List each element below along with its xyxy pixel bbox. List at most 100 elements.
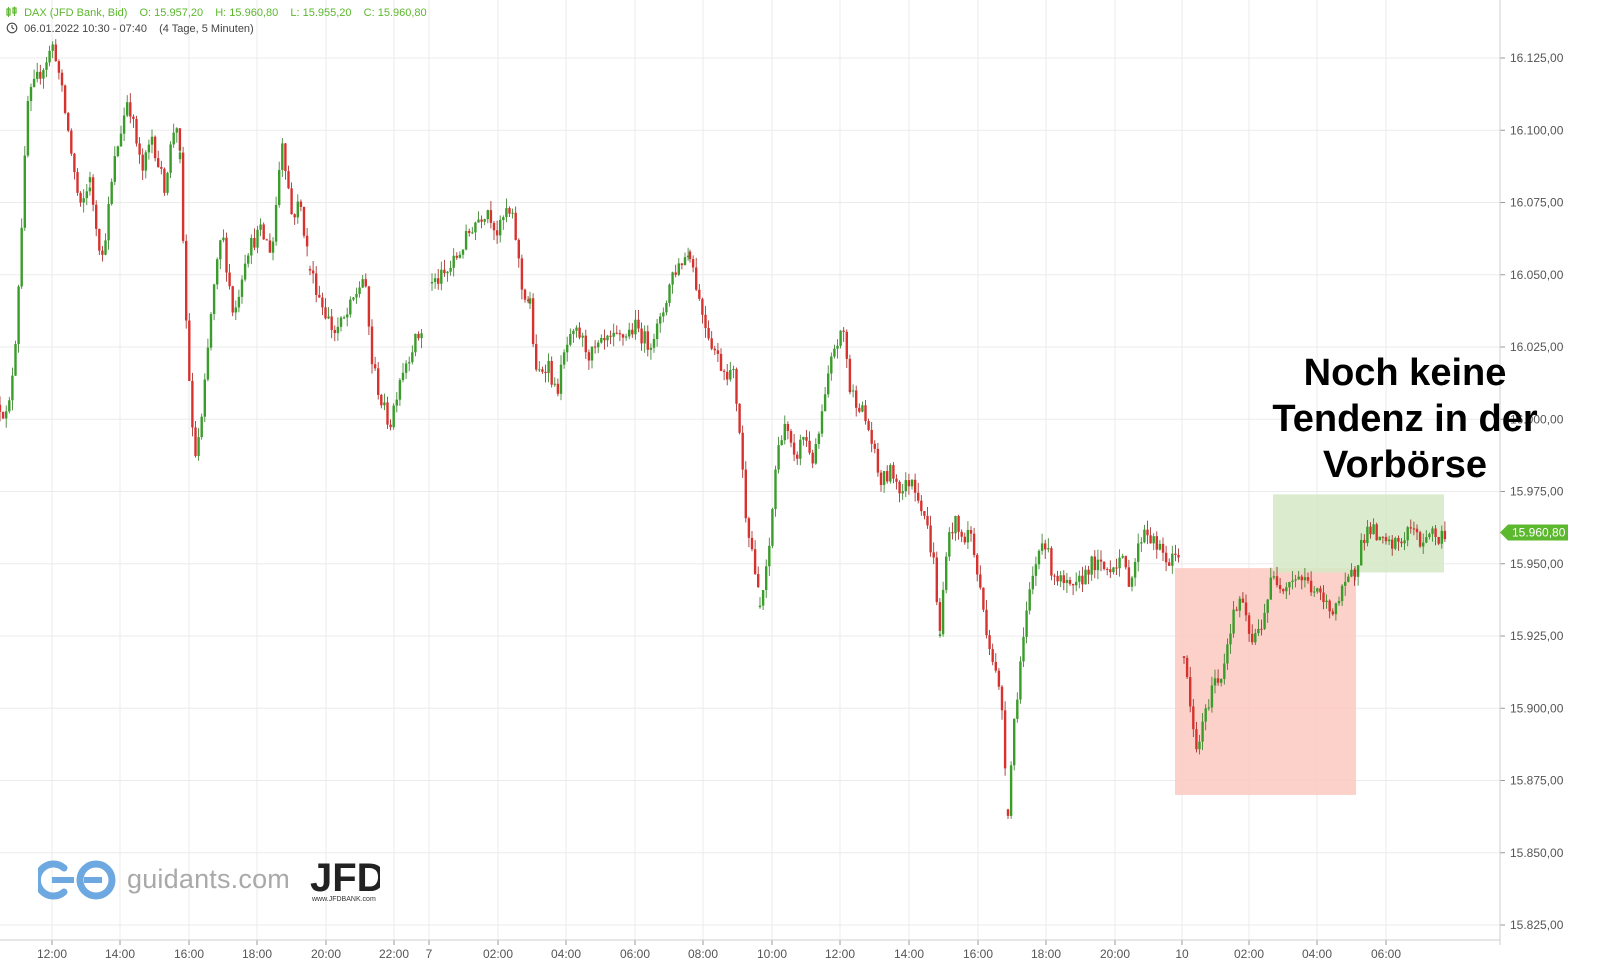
candle <box>926 506 929 529</box>
candle <box>157 150 160 168</box>
candle-body <box>1078 575 1081 582</box>
candle <box>1161 537 1165 562</box>
y-tick-label: 16.075,00 <box>1510 196 1564 210</box>
candle <box>1047 538 1050 553</box>
candle-body <box>569 334 572 345</box>
candle-body <box>597 342 600 348</box>
candle-body <box>489 210 493 223</box>
candle <box>1009 761 1013 819</box>
candle-body <box>768 545 771 567</box>
candle <box>169 141 172 179</box>
candle-body <box>1195 729 1198 750</box>
candle-body <box>544 371 547 374</box>
candle-body <box>200 416 203 438</box>
candle-body <box>79 192 82 203</box>
candle <box>609 330 612 345</box>
candle <box>293 213 296 225</box>
candle-body <box>646 331 649 350</box>
candle <box>1146 520 1149 545</box>
candle-body <box>584 335 587 353</box>
candle-body <box>966 530 970 543</box>
candle-body <box>278 169 281 205</box>
candle-body <box>36 71 39 79</box>
candle-body <box>805 437 808 441</box>
candle-body <box>799 439 802 459</box>
candle-body <box>216 259 219 285</box>
candle <box>259 218 262 237</box>
candle-body <box>346 314 349 318</box>
candle-body <box>1378 536 1381 541</box>
candle <box>60 69 64 92</box>
candle <box>101 245 104 262</box>
candle-body <box>45 62 48 70</box>
candle <box>817 431 821 449</box>
candle-body <box>1437 536 1440 544</box>
candle <box>701 297 704 324</box>
candle-body <box>1409 527 1412 529</box>
candle <box>882 471 886 493</box>
candle-body <box>333 329 336 334</box>
candle-body <box>318 294 321 298</box>
candle-body <box>240 279 244 297</box>
candle <box>1340 584 1344 607</box>
candle <box>302 206 306 239</box>
candle-body <box>945 556 948 590</box>
candle <box>222 229 225 243</box>
candle-body <box>1204 708 1207 722</box>
candle <box>330 308 333 339</box>
candle-body <box>938 634 942 636</box>
candle-body <box>722 370 726 372</box>
candle-body <box>60 72 64 86</box>
candle-body <box>253 237 256 248</box>
guidants-logo-icon <box>38 860 116 900</box>
candle <box>1034 556 1038 586</box>
candle-body <box>1081 575 1084 585</box>
candle <box>1087 565 1090 585</box>
candle <box>1440 525 1443 549</box>
x-tick-label: 20:00 <box>311 947 341 961</box>
candle <box>1372 518 1375 535</box>
candle-body <box>917 492 920 501</box>
candle-body <box>547 360 550 374</box>
candle-body <box>802 437 805 440</box>
candle-body <box>1406 527 1409 541</box>
candle <box>392 403 395 430</box>
candle <box>744 461 747 523</box>
candle-body <box>901 491 904 494</box>
candle <box>1406 525 1409 547</box>
candle-body <box>603 337 606 341</box>
candle <box>1360 533 1363 566</box>
candle <box>1121 553 1124 559</box>
candle-body <box>1226 644 1229 664</box>
candle <box>1285 582 1288 599</box>
candle-body <box>39 71 42 79</box>
candle <box>281 138 284 178</box>
candle-body <box>91 177 95 205</box>
candle-body <box>119 133 123 147</box>
candle-body <box>420 333 423 339</box>
candle-body <box>299 201 303 207</box>
candle-body <box>997 670 1001 687</box>
candle <box>631 323 634 338</box>
candle <box>1220 678 1223 687</box>
candle <box>1155 531 1158 559</box>
candle <box>480 215 483 229</box>
candle-body <box>443 269 446 274</box>
candle <box>1366 519 1369 547</box>
candle-body <box>581 335 584 338</box>
candle <box>1266 598 1269 623</box>
candle <box>587 349 591 370</box>
candle <box>395 392 398 413</box>
candle-body <box>1260 628 1263 630</box>
candle-body <box>237 296 241 308</box>
candle-body <box>566 344 569 353</box>
candle-body <box>126 102 129 116</box>
candle-body <box>82 198 85 203</box>
candle-body <box>655 323 659 340</box>
candle-body <box>898 481 901 494</box>
candle-body <box>11 375 14 401</box>
candle-body <box>1174 553 1177 555</box>
candle <box>1031 566 1034 595</box>
candle <box>957 514 960 540</box>
